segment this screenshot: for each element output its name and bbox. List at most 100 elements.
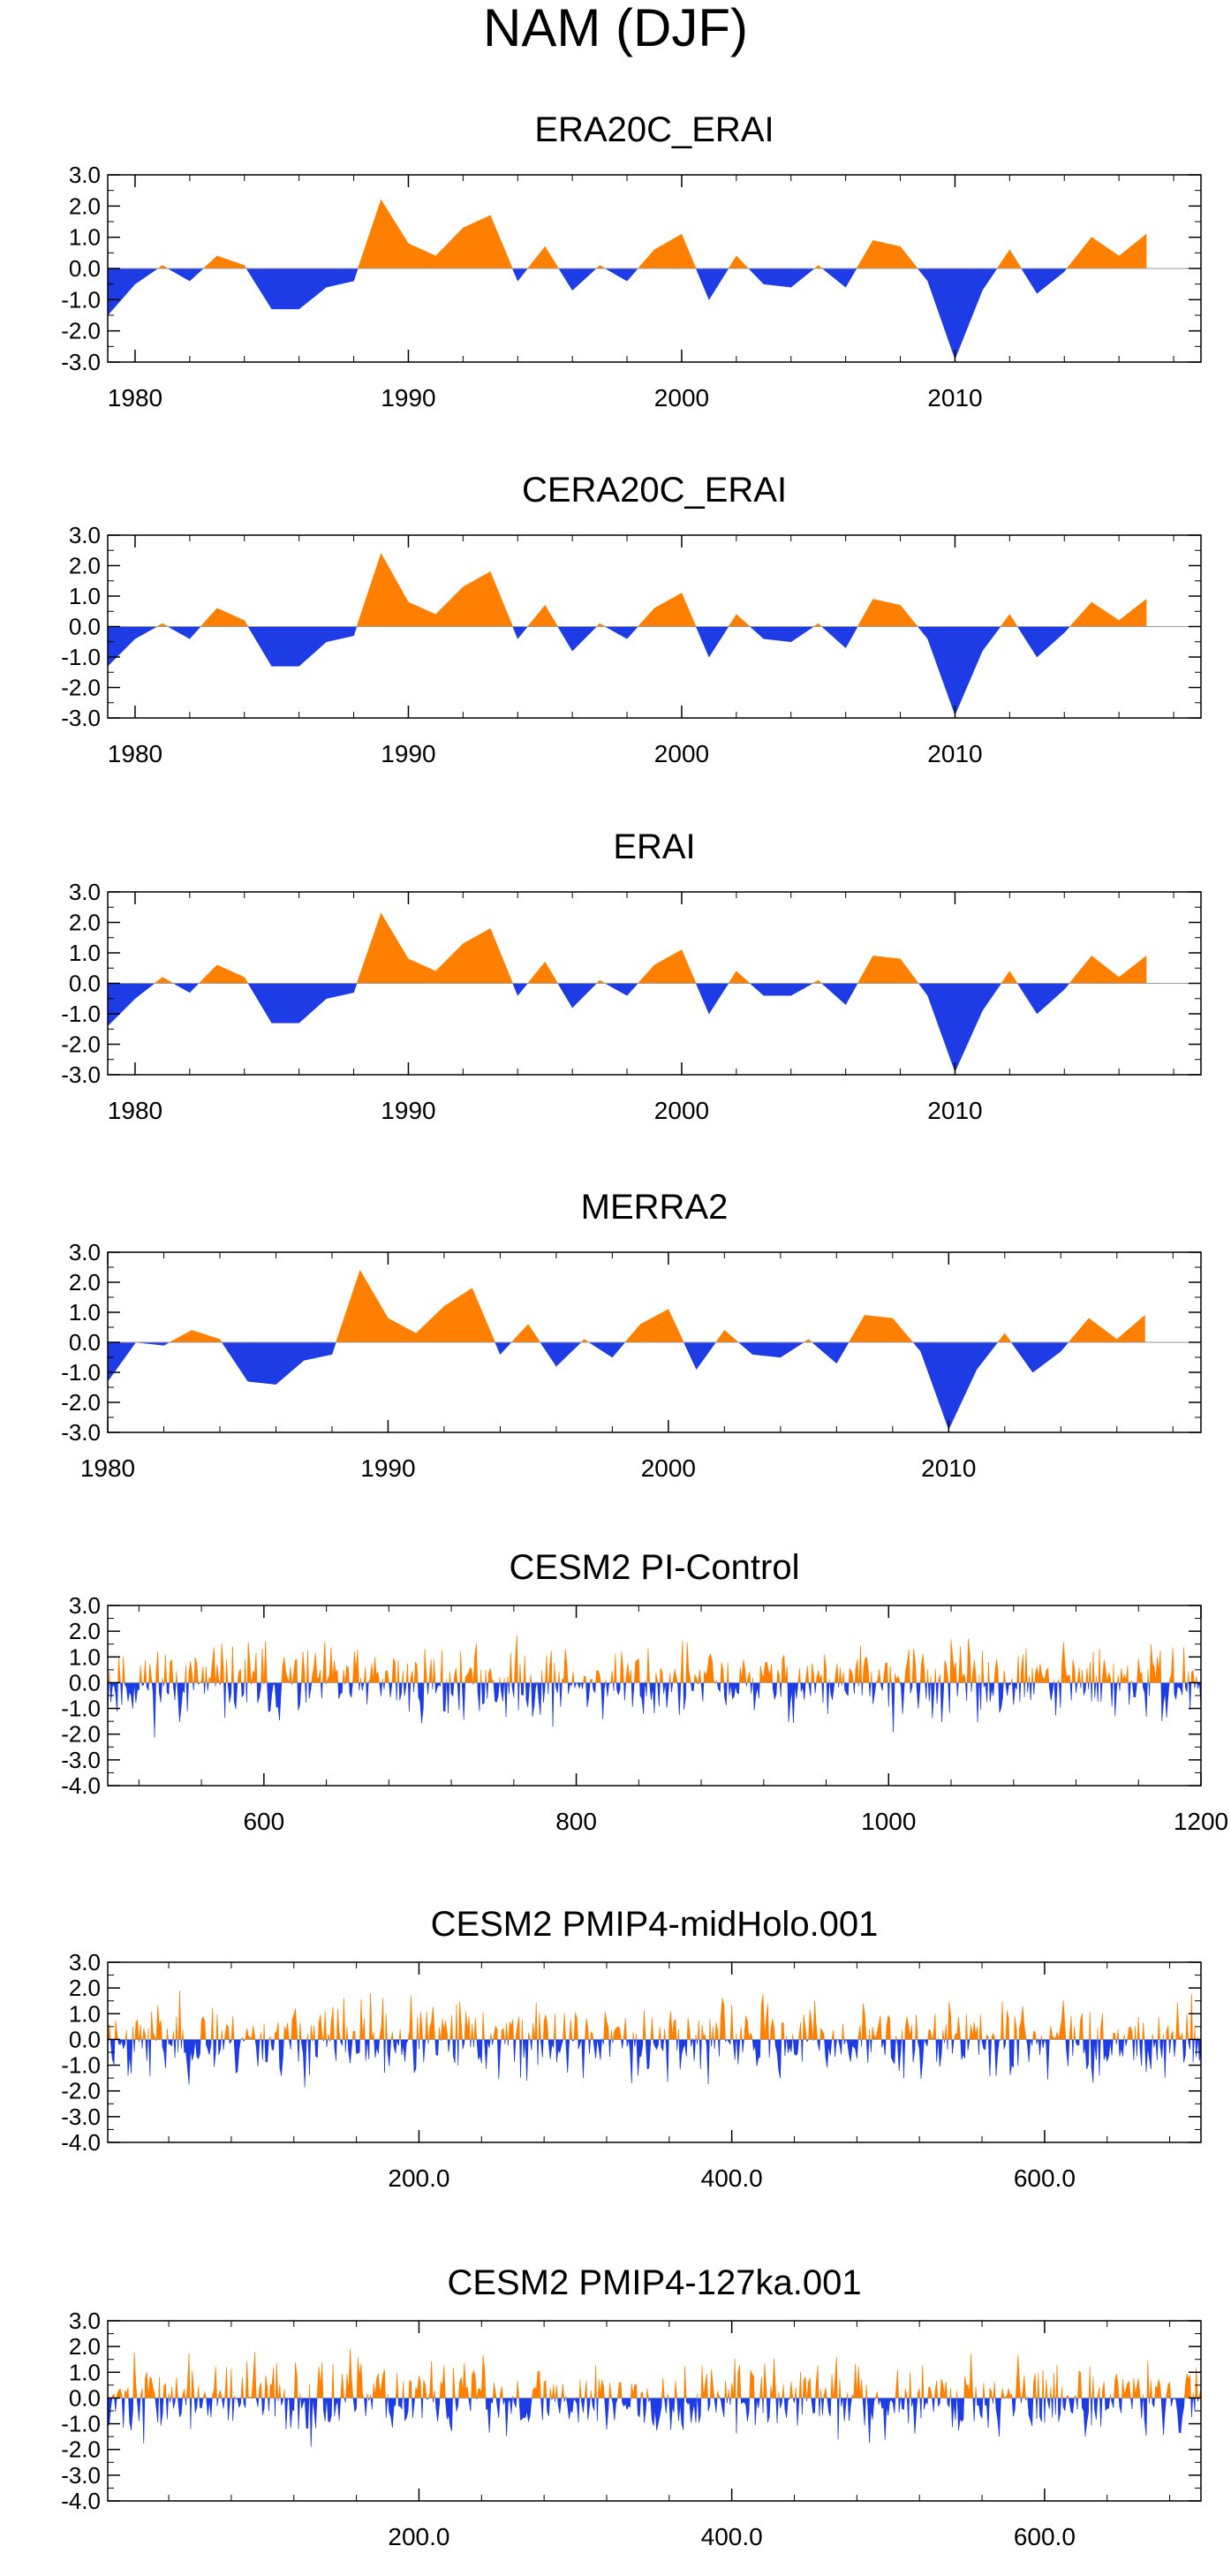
positive-area-mark (1167, 2025, 1170, 2040)
positive-area-mark (736, 971, 751, 984)
negative-area-mark (729, 2398, 731, 2406)
positive-area-mark (1047, 1668, 1050, 1683)
x-tick-label: 600.0 (1014, 2164, 1076, 2192)
negative-area-mark (189, 268, 204, 282)
negative-area-mark (134, 983, 155, 1000)
negative-area-mark (1164, 2039, 1167, 2078)
negative-area-mark (1027, 1682, 1030, 1693)
negative-area-mark (999, 2398, 1001, 2436)
positive-area-mark (427, 2011, 429, 2040)
plot-frame (107, 1961, 1202, 2143)
y-tick-label: 3.0 (69, 2308, 101, 2334)
positive-area-mark (553, 2384, 555, 2398)
negative-area-mark (748, 2398, 751, 2412)
negative-area-mark (916, 2398, 918, 2412)
negative-area-mark (989, 2039, 992, 2076)
positive-area-mark (1143, 2022, 1145, 2040)
positive-area-mark (408, 243, 436, 269)
negative-area-mark (776, 2398, 779, 2423)
positive-area-mark (857, 2366, 861, 2398)
negative-area-mark (1037, 983, 1065, 1015)
negative-area-mark (480, 2039, 483, 2064)
positive-area-mark (204, 2021, 207, 2040)
negative-area-mark (763, 983, 791, 996)
positive-area-mark (162, 977, 175, 984)
x-tick-label: 1980 (80, 1454, 135, 1482)
negative-area-mark (1135, 1682, 1137, 1697)
y-tick-label: 3.0 (69, 1592, 101, 1619)
y-tick-label: -3.0 (61, 1061, 101, 1088)
negative-area-mark (267, 2039, 269, 2063)
negative-area-mark (310, 1682, 313, 1690)
negative-area-mark (1072, 2398, 1075, 2414)
negative-area-mark (470, 2398, 472, 2412)
positive-area-mark (434, 2390, 436, 2398)
positive-area-mark (377, 1672, 380, 1683)
positive-area-mark (155, 623, 163, 627)
positive-area-mark (408, 601, 436, 627)
positive-area-mark (946, 2382, 948, 2398)
negative-area-mark (571, 626, 598, 652)
positive-area-mark (218, 1678, 221, 1683)
positive-area-mark (216, 2013, 219, 2040)
negative-area-mark (887, 1682, 890, 1707)
positive-area-mark (595, 2365, 597, 2398)
negative-area-mark (1116, 2039, 1118, 2044)
positive-area-mark (407, 1663, 409, 1683)
negative-area-mark (336, 2039, 337, 2061)
y-tick-label: -2.0 (61, 2078, 101, 2104)
positive-area-mark (723, 2005, 726, 2040)
positive-area-mark (371, 1664, 374, 1683)
positive-area-mark (908, 1650, 910, 1683)
negative-area-mark (1052, 1682, 1054, 1692)
negative-area-mark (368, 2039, 370, 2059)
negative-area-mark (845, 268, 857, 289)
positive-area-mark (216, 608, 245, 627)
positive-area-mark (356, 913, 381, 984)
negative-area-mark (123, 2398, 125, 2428)
negative-area-mark (719, 1682, 721, 1692)
negative-area-mark (559, 2398, 562, 2414)
series-area (107, 1269, 1145, 1430)
negative-area-mark (353, 268, 359, 282)
positive-area-mark (979, 2014, 983, 2040)
negative-area-mark (927, 268, 955, 359)
negative-area-mark (167, 2398, 170, 2420)
positive-area-mark (664, 2028, 667, 2040)
negative-area-mark (548, 1682, 549, 1695)
positive-area-mark (1074, 1667, 1076, 1683)
chart-title: MERRA2 (581, 1188, 729, 1227)
negative-area-mark (189, 626, 201, 639)
positive-area-mark (364, 2018, 366, 2040)
x-tick-label: 2010 (927, 740, 982, 767)
positive-area-mark (880, 2015, 882, 2040)
positive-area-mark (173, 2031, 175, 2040)
negative-area-mark (117, 1682, 118, 1712)
negative-area-mark (172, 983, 191, 993)
negative-area-mark (1131, 2398, 1134, 2409)
positive-area-mark (1074, 2027, 1076, 2040)
positive-area-mark (287, 2022, 290, 2040)
positive-area-mark (774, 2387, 777, 2398)
negative-area-mark (843, 2039, 847, 2045)
positive-area-mark (1192, 2392, 1195, 2398)
positive-area-mark (348, 1667, 350, 1683)
positive-area-mark (527, 1323, 541, 1343)
negative-area-mark (658, 2039, 660, 2045)
negative-area-mark (869, 1682, 872, 1696)
positive-area-mark (857, 598, 873, 627)
positive-area-mark (669, 1673, 671, 1683)
positive-area-mark (848, 1314, 865, 1343)
negative-area-mark (552, 1682, 555, 1727)
negative-area-mark (351, 1682, 353, 1698)
negative-area-mark (955, 2398, 957, 2421)
negative-area-mark (1064, 268, 1068, 273)
negative-area-mark (768, 2398, 771, 2417)
negative-area-mark (609, 2039, 611, 2057)
positive-area-mark (411, 1996, 413, 2040)
positive-area-mark (591, 1679, 593, 1683)
negative-area-mark (115, 2398, 117, 2412)
negative-area-mark (933, 2398, 935, 2413)
y-tick-label: 1.0 (69, 940, 101, 966)
positive-area-mark (532, 2022, 535, 2040)
